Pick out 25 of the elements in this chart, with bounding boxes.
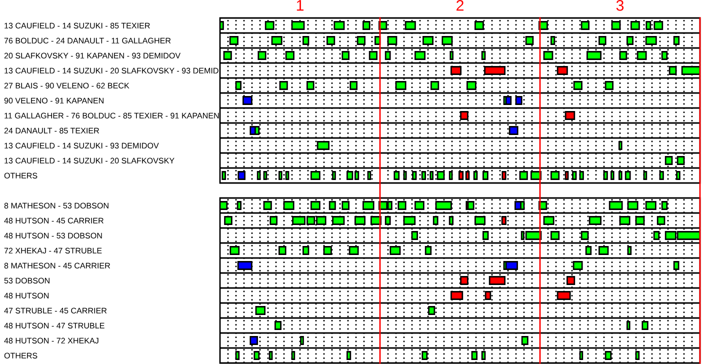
y-tick-label: 13 CAUFIELD - 14 SUZUKI - 20 SLAFKOVSKY — [4, 158, 174, 164]
y-tick-label: 13 CAUFIELD - 14 SUZUKI - 85 TEXIER — [4, 22, 150, 28]
y-tick-label: 72 XHEKAJ - 47 STRUBLE — [4, 248, 102, 254]
y-tick-label: 48 HUTSON - 72 XHEKAJ — [4, 338, 98, 344]
y-tick-label: OTHERS — [4, 352, 38, 358]
y-tick-label: 48 HUTSON - 45 CARRIER — [4, 218, 104, 224]
y-tick-label: 48 HUTSON - 53 DOBSON — [4, 232, 102, 238]
x-tick-label: 1 — [296, 0, 304, 11]
y-tick-label: 47 STRUBLE - 45 CARRIER — [4, 308, 107, 314]
y-tick-label: 90 VELENO - 91 KAPANEN — [4, 98, 104, 104]
y-tick-label: 48 HUTSON - 47 STRUBLE — [4, 322, 104, 328]
y-tick-label: 24 DANAULT - 85 TEXIER — [4, 128, 99, 134]
y-tick-label: 11 GALLAGHER - 76 BOLDUC - 85 TEXIER - 91 KAPANEN — [4, 112, 219, 118]
y-tick-label: 8 MATHESON - 53 DOBSON — [4, 202, 108, 208]
y-tick-label: 76 BOLDUC - 24 DANAULT - 11 GALLAGHER — [4, 38, 171, 44]
y-tick-label: 48 HUTSON — [4, 292, 49, 298]
y-tick-label: OTHERS — [4, 172, 38, 178]
y-tick-label: 53 DOBSON — [4, 278, 50, 284]
x-tick-label: 3 — [616, 0, 624, 11]
y-tick-label: 13 CAUFIELD - 14 SUZUKI - 20 SLAFKOVSKY - 93 DEMID — [4, 68, 218, 74]
y-tick-label: 8 MATHESON - 45 CARRIER — [4, 262, 110, 268]
y-tick-label: 27 BLAIS - 90 VELENO - 62 BECK — [4, 82, 130, 88]
y-tick-label: 20 SLAFKOVSKY - 91 KAPANEN - 93 DEMIDOV — [4, 52, 181, 58]
x-tick-label: 2 — [456, 0, 464, 11]
y-tick-label: 13 CAUFIELD - 14 SUZUKI - 93 DEMIDOV — [4, 142, 159, 148]
